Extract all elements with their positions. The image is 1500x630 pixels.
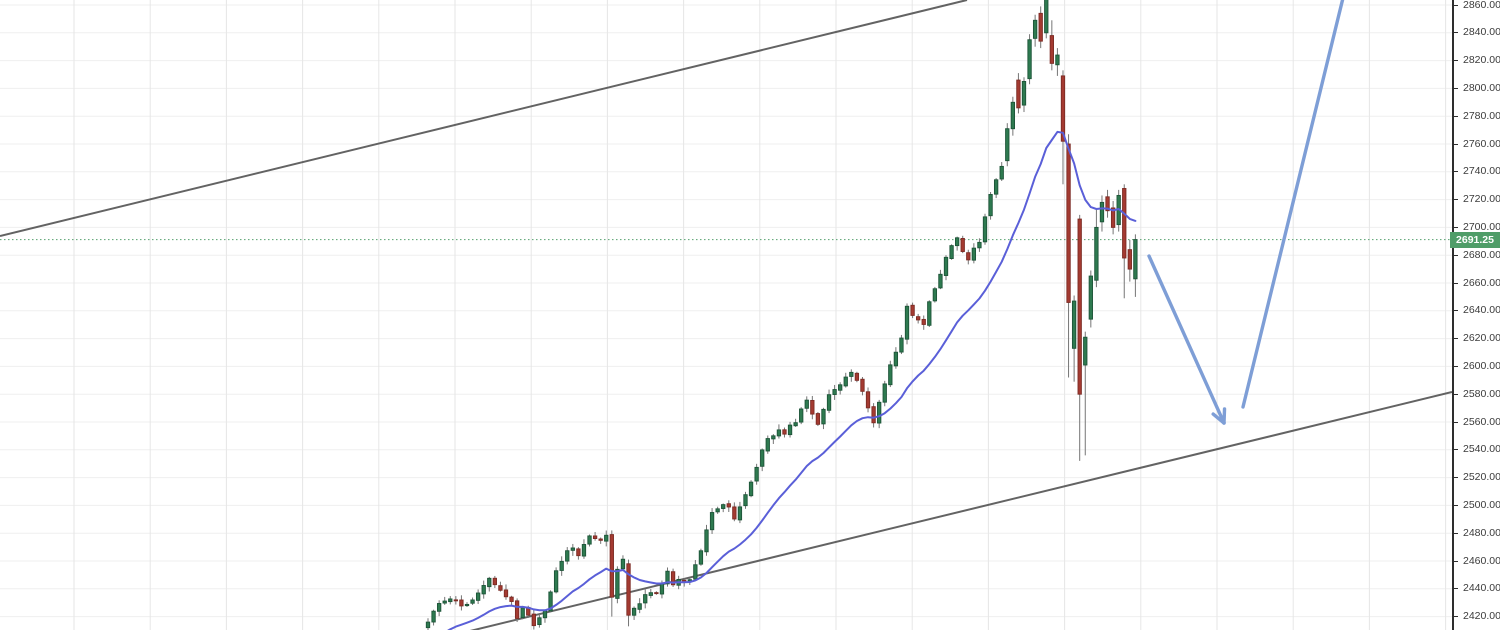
chart-canvas[interactable]	[0, 0, 1452, 630]
price-tick-label: 2700.00	[1463, 220, 1500, 233]
price-tick-mark	[1454, 616, 1458, 618]
lower-channel-line[interactable]	[469, 391, 1452, 630]
price-tick-label: 2800.00	[1463, 81, 1500, 94]
moving-average-line	[447, 130, 1137, 630]
price-tick-label: 2780.00	[1463, 109, 1500, 122]
price-tick-label: 2640.00	[1463, 304, 1500, 317]
price-tick-label: 2820.00	[1463, 54, 1500, 67]
price-tick-mark	[1454, 421, 1458, 423]
price-tick-mark	[1454, 282, 1458, 284]
price-tick-mark	[1454, 4, 1458, 6]
price-tick-label: 2520.00	[1463, 471, 1500, 484]
current-price-badge: 2691.25	[1450, 231, 1500, 248]
price-tick-label: 2720.00	[1463, 193, 1500, 206]
current-price-value: 2691.25	[1456, 233, 1494, 246]
price-tick-mark	[1454, 60, 1458, 62]
price-tick-mark	[1454, 504, 1458, 506]
price-axis[interactable]: 2860.00 2840.00 2820.00 2800.00 2780.00 2760.…	[1452, 0, 1500, 630]
price-tick-mark	[1454, 143, 1458, 145]
upper-channel-line[interactable]	[0, 0, 968, 237]
price-tick-label: 2660.00	[1463, 276, 1500, 289]
forecast-down-arrow[interactable]	[1147, 254, 1227, 425]
price-tick-label: 2840.00	[1463, 26, 1500, 39]
price-tick-label: 2480.00	[1463, 526, 1500, 539]
price-tick-label: 2560.00	[1463, 415, 1500, 428]
price-tick-label: 2740.00	[1463, 165, 1500, 178]
price-tick-label: 2440.00	[1463, 582, 1500, 595]
price-tick-mark	[1454, 477, 1458, 479]
price-tick-label: 2580.00	[1463, 387, 1500, 400]
price-tick-label: 2760.00	[1463, 137, 1500, 150]
price-tick-label: 2600.00	[1463, 359, 1500, 372]
price-tick-label: 2420.00	[1463, 610, 1500, 623]
price-tick-label: 2620.00	[1463, 332, 1500, 345]
price-tick-mark	[1454, 365, 1458, 367]
price-tick-mark	[1454, 199, 1458, 201]
forecast-up-line[interactable]	[1241, 0, 1345, 409]
price-tick-mark	[1454, 254, 1458, 256]
price-tick-mark	[1454, 338, 1458, 340]
price-tick-mark	[1454, 226, 1458, 228]
price-tick-mark	[1454, 449, 1458, 451]
price-tick-mark	[1454, 310, 1458, 312]
price-tick-mark	[1454, 115, 1458, 117]
price-tick-mark	[1454, 171, 1458, 173]
price-tick-label: 2680.00	[1463, 248, 1500, 261]
price-tick-label: 2540.00	[1463, 443, 1500, 456]
price-tick-mark	[1454, 87, 1458, 89]
price-tick-mark	[1454, 393, 1458, 395]
price-tick-label: 2860.00	[1463, 0, 1500, 11]
candles-layer	[425, 0, 1138, 630]
price-tick-label: 2500.00	[1463, 498, 1500, 511]
price-tick-mark	[1454, 32, 1458, 34]
price-tick-mark	[1454, 532, 1458, 534]
price-tick-label: 2460.00	[1463, 554, 1500, 567]
grid-layer	[0, 0, 1452, 630]
price-tick-mark	[1454, 560, 1458, 562]
price-tick-mark	[1454, 588, 1458, 590]
